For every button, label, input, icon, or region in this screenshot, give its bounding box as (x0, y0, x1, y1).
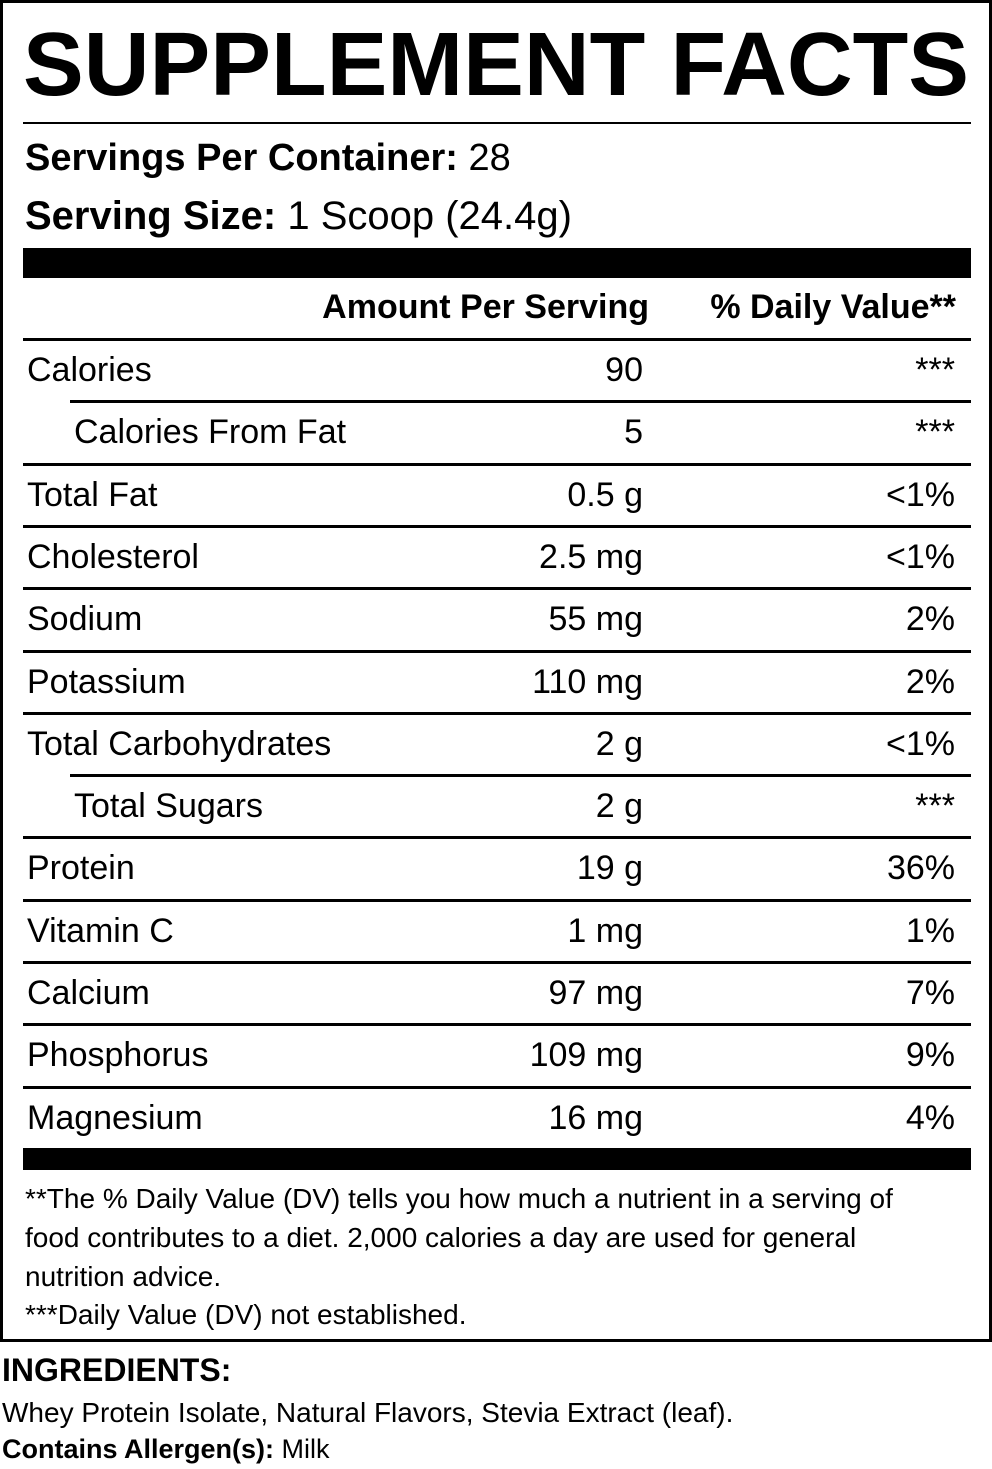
nutrient-name: Total Sugars (74, 787, 263, 826)
footnote: **The % Daily Value (DV) tells you how m… (25, 1183, 893, 1292)
nutrient-dv: <1% (886, 724, 955, 763)
nutrient-row: Potassium 110 mg 2% (23, 649, 971, 712)
nutrient-row: Total Sugars 2 g *** (70, 774, 971, 836)
nutrient-amount: 2 g (595, 787, 643, 826)
nutrient-name: Cholesterol (27, 537, 199, 576)
thick-bar (23, 1148, 971, 1170)
serving-size-value: 1 Scoop (24.4g) (287, 194, 572, 238)
nutrient-name: Calcium (27, 974, 150, 1012)
nutrient-name: Total Carbohydrates (27, 724, 332, 763)
nutrient-amount: 55 mg (548, 600, 644, 639)
nutrient-name: Calories From Fat (74, 413, 347, 452)
nutrient-amount: 2.5 mg (539, 537, 643, 576)
nutrient-name: Calories (27, 351, 152, 389)
nutrient-row: Calcium 97 mg 7% (23, 961, 971, 1023)
nutrient-dv: 4% (905, 1098, 955, 1137)
nutrient-amount: 90 (605, 351, 643, 389)
nutrient-name: Phosphorus (27, 1036, 209, 1075)
header-amount: Amount Per Serving (322, 288, 649, 326)
nutrient-amount: 16 mg (548, 1098, 644, 1137)
nutrient-amount: 5 (624, 413, 643, 452)
nutrient-row: Calories From Fat 5 *** (70, 400, 971, 462)
nutrient-dv: 2% (905, 600, 955, 639)
title: SUPPLEMENT FACTS (23, 17, 969, 107)
nutrient-dv: <1% (886, 475, 955, 514)
serving-size: Serving Size: 1 Scoop (24.4g) (25, 194, 572, 239)
nutrient-dv: *** (915, 413, 955, 452)
nutrient-amount: 2 g (595, 724, 643, 763)
nutrient-row: Calories 90 *** (23, 338, 971, 400)
nutrient-name: Sodium (27, 600, 143, 639)
nutrient-row: Cholesterol 2.5 mg <1% (23, 524, 971, 587)
thick-bar (23, 248, 971, 278)
facts-panel: SUPPLEMENT FACTS Servings Per Container:… (0, 0, 992, 1342)
nutrient-amount: 19 g (576, 849, 643, 888)
allergen-label: Contains Allergen(s): (2, 1434, 275, 1464)
nutrient-amount: 0.5 g (567, 475, 643, 514)
nutrient-row: Magnesium 16 mg 4% (23, 1085, 971, 1148)
nutrient-name: Total Fat (27, 475, 158, 514)
nutrient-name: Potassium (27, 662, 186, 701)
rule (23, 122, 971, 124)
nutrient-row: Vitamin C 1 mg 1% (23, 898, 971, 961)
nutrient-row: Protein 19 g 36% (23, 836, 971, 898)
nutrient-dv: <1% (886, 537, 955, 576)
nutrient-dv: 9% (905, 1036, 955, 1075)
servings: Servings Per Container: 28 (25, 137, 511, 180)
ingredients-text: Whey Protein Isolate, Natural Flavors, S… (2, 1397, 734, 1428)
servings-label: Servings Per Container: (25, 137, 458, 179)
nutrient-row: Sodium 55 mg 2% (23, 587, 971, 649)
nutrient-row: Total Fat 0.5 g <1% (23, 462, 971, 525)
nutrient-amount: 1 mg (567, 911, 643, 950)
allergen-value: Milk (281, 1434, 330, 1464)
nutrient-name: Protein (27, 849, 135, 888)
nutrient-amount: 97 mg (548, 974, 644, 1012)
nutrient-row: Total Carbohydrates 2 g <1% (23, 711, 971, 774)
header-dv: % Daily Value** (710, 288, 956, 326)
allergens: Contains Allergen(s): Milk (2, 1434, 330, 1465)
title-svg: SUPPLEMENT FACTS (23, 17, 969, 107)
footnote: ***Daily Value (DV) not established. (25, 1299, 467, 1330)
nutrient-dv: *** (915, 351, 955, 389)
nutrient-dv: *** (915, 787, 955, 826)
nutrient-dv: 7% (905, 974, 955, 1012)
nutrient-amount: 109 mg (529, 1036, 643, 1075)
nutrient-row: Phosphorus 109 mg 9% (23, 1023, 971, 1085)
nutrient-amount: 110 mg (532, 662, 643, 701)
nutrient-dv: 1% (905, 911, 955, 950)
nutrient-name: Vitamin C (27, 911, 174, 950)
ingredients-heading: INGREDIENTS: (2, 1352, 232, 1388)
nutrient-dv: 2% (905, 662, 955, 701)
nutrient-name: Magnesium (27, 1098, 203, 1137)
serving-size-label: Serving Size: (25, 194, 277, 238)
servings-value: 28 (468, 137, 511, 179)
nutrient-dv: 36% (886, 849, 955, 888)
